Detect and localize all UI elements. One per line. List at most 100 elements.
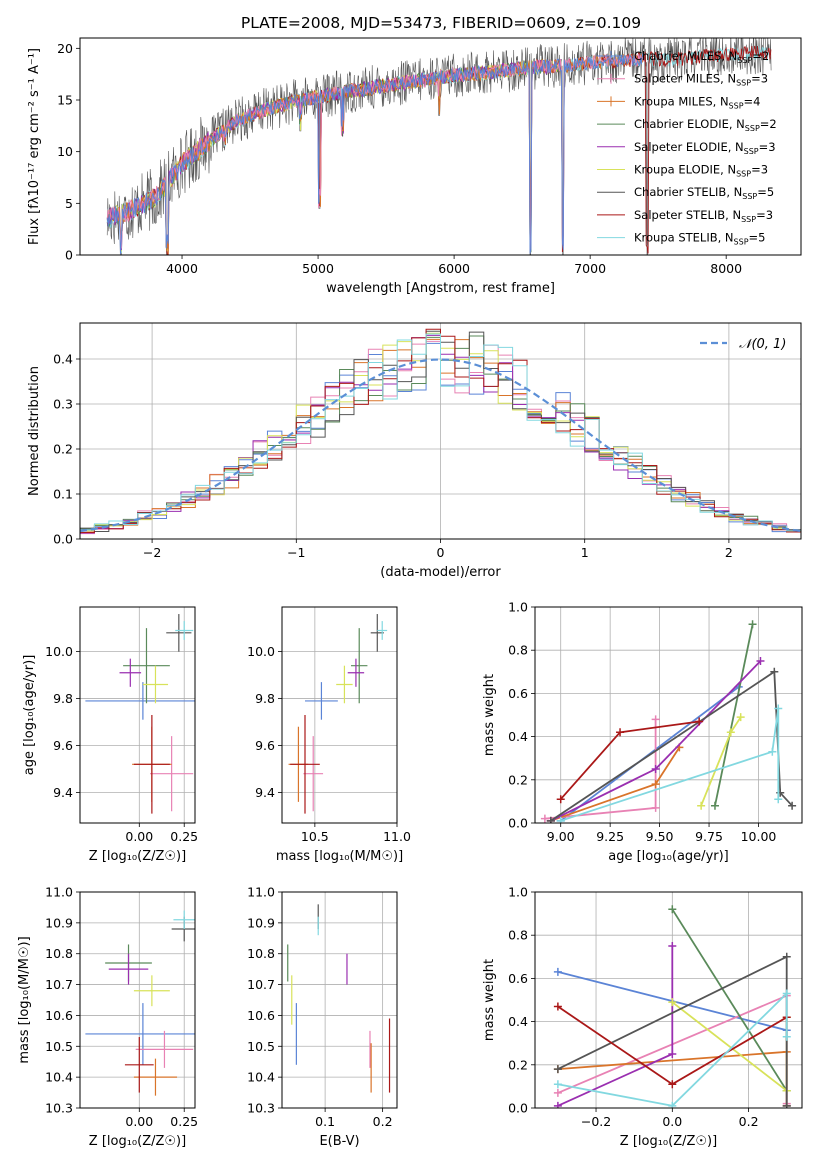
age-vs-metallicity-panel: 0.00 0.25 9.4 9.6 9.8 10.0 Z [log₁₀(Z/Z☉)] age …: [22, 606, 198, 864]
x-tick-label: 6000: [438, 261, 470, 276]
x-axis-label: age [log₁₀(age/yr)]: [608, 849, 729, 864]
y-tick-label: 0.3: [53, 397, 73, 412]
clipped-layer: [540, 620, 797, 823]
legend-label-count: =2: [760, 117, 777, 131]
plot-frame: [534, 891, 803, 1109]
marker-salpeter-stelib: [556, 795, 565, 804]
spectrum-line-salpeter-miles: [106, 53, 645, 249]
x-tick-label: 8000: [710, 261, 742, 276]
line-chabrier-elodie: [714, 624, 754, 806]
x-tick-label: 5000: [302, 261, 334, 276]
line-salpeter-elodie: [557, 946, 674, 1107]
marker-kroupa-elodie: [668, 998, 677, 1007]
x-tick-label: 0.2: [739, 1114, 759, 1129]
clipped-layer: [106, 38, 772, 255]
y-tick-label: 10.6: [247, 1008, 275, 1023]
legend-label-main: Kroupa ELODIE, N: [634, 163, 736, 177]
legend-label-main: Salpeter MILES, N: [634, 72, 736, 86]
y-tick-label: 10.5: [45, 1039, 73, 1054]
clipped-layer: [85, 614, 195, 814]
y-tick-label: 0.4: [508, 729, 528, 744]
y-tick-label: 0.4: [508, 1014, 528, 1029]
y-tick-label: 0.0: [508, 1101, 528, 1116]
marker-kroupa-elodie: [726, 728, 735, 737]
y-tick-label: 10.6: [45, 1008, 73, 1023]
y-tick-label: 0.0: [53, 532, 73, 547]
y-tick-label: 10.7: [247, 977, 275, 992]
y-tick-label: 1.0: [508, 600, 528, 615]
line-chabrier-stelib: [550, 670, 793, 822]
line-chabrier-elodie: [671, 908, 788, 1092]
legend-label-main: Kroupa MILES, N: [634, 94, 729, 108]
histogram-salpeter-stelib: [80, 328, 801, 533]
x-axis-label: E(B-V): [319, 1134, 359, 1149]
residuals-panel: −2 −1 0 1 2 0.0 0.1 0.2 0.3 0.4 (data-model)/error…: [27, 322, 802, 580]
y-tick-label: 0.8: [508, 643, 528, 658]
y-tick-label: 0.2: [53, 442, 73, 457]
legend-label-chabrier-miles: Chabrier MILES, NSSP=2: [634, 49, 769, 65]
legend-label-main: Salpeter ELODIE, N: [634, 140, 744, 154]
y-tick-label: 10.9: [247, 915, 275, 930]
legend-label-sub: SSP: [744, 147, 759, 156]
legend-label-main: Chabrier MILES, N: [634, 49, 737, 63]
y-axis-label: mass weight: [482, 959, 497, 1041]
marker-salpeter-elodie: [756, 657, 765, 665]
y-tick-label: 10.5: [247, 1039, 275, 1054]
massweight-vs-metallicity-panel: −0.2 0.0 0.2 0.0 0.2 0.4 0.6 0.8 1.0 Z [log₁₀(Z/Z…: [482, 885, 803, 1149]
y-tick-label: 1.0: [508, 885, 528, 900]
legend-label-sub: SSP: [737, 56, 752, 65]
legend-label-salpeter-stelib: Salpeter STELIB, NSSP=3: [634, 208, 773, 224]
legend-label-sub: SSP: [736, 79, 751, 88]
x-tick-label: 0.00: [125, 829, 153, 844]
x-axis-label: Z [log₁₀(Z/Z☉)]: [620, 1134, 717, 1149]
x-axis-label: Z [log₁₀(Z/Z☉)]: [89, 849, 186, 864]
spectrum-line-chabrier-miles: [106, 53, 645, 255]
y-tick-label: 20: [57, 41, 73, 56]
x-tick-label: 10.5: [301, 829, 329, 844]
marker-chabrier-stelib: [782, 1101, 791, 1108]
marker-chabrier-stelib: [553, 1065, 562, 1074]
y-tick-label: 0.6: [508, 686, 528, 701]
y-tick-label: 11.0: [45, 885, 73, 900]
x-tick-label: 9.00: [547, 829, 575, 844]
marker-kroupa-stelib: [782, 989, 791, 998]
x-tick-label: 7000: [574, 261, 606, 276]
marker-kroupa-miles: [651, 780, 660, 789]
x-tick-label: −1: [287, 545, 305, 560]
x-tick-label: 0.25: [170, 829, 198, 844]
marker-salpeter-elodie: [553, 1101, 562, 1108]
marker-salpeter-stelib: [668, 1080, 677, 1089]
legend-label-chabrier-stelib: Chabrier STELIB, NSSP=5: [634, 185, 774, 201]
y-axis-label: mass [log₁₀(M/M☉)]: [17, 936, 32, 1063]
legend-label-main: Salpeter STELIB, N: [634, 208, 741, 222]
marker-kroupa-elodie: [697, 801, 706, 810]
x-axis-label: mass [log₁₀(M/M☉)]: [276, 849, 403, 864]
y-tick-label: 10.8: [247, 946, 275, 961]
figure-title: PLATE=2008, MJD=53473, FIBERID=0609, z=0…: [241, 14, 641, 32]
y-tick-label: 10.9: [45, 915, 73, 930]
legend-label-chabrier-elodie: Chabrier ELODIE, NSSP=2: [634, 117, 777, 133]
legend-label-main: Chabrier STELIB, N: [634, 185, 742, 199]
y-tick-label: 10.7: [45, 977, 73, 992]
marker-chabrier-stelib: [546, 816, 555, 823]
x-tick-label: 0.1: [315, 1114, 335, 1129]
y-tick-label: 0.6: [508, 971, 528, 986]
mass-vs-metallicity-panel: 0.00 0.25 10.3 10.4 10.5 10.6 10.7 10.8 10.9 11.0…: [17, 885, 198, 1150]
marker-salpeter-stelib: [553, 1002, 562, 1011]
legend-label-main: Kroupa STELIB, N: [634, 231, 734, 245]
x-tick-label: −0.2: [581, 1114, 611, 1129]
y-tick-label: 15: [57, 93, 73, 108]
y-tick-label: 10.3: [45, 1101, 73, 1116]
marker-salpeter-elodie: [651, 765, 660, 773]
x-tick-label: 2: [725, 545, 733, 560]
legend-label-count: =5: [757, 185, 774, 199]
plot-frame: [79, 606, 196, 824]
spectrum-panel: 4000 5000 6000 7000 8000 0 5 10 15 20 wavelength […: [27, 37, 802, 296]
marker-chabrier-elodie: [668, 905, 677, 914]
mass-vs-ebv-panel: 0.1 0.2 10.3 10.4 10.5 10.6 10.7 10.8 10.9 11.0 E(…: [247, 885, 398, 1149]
y-tick-label: 11.0: [247, 885, 275, 900]
marker-salpeter-miles: [651, 715, 660, 724]
y-tick-label: 0.0: [508, 816, 528, 831]
marker-kroupa-stelib: [774, 795, 783, 804]
